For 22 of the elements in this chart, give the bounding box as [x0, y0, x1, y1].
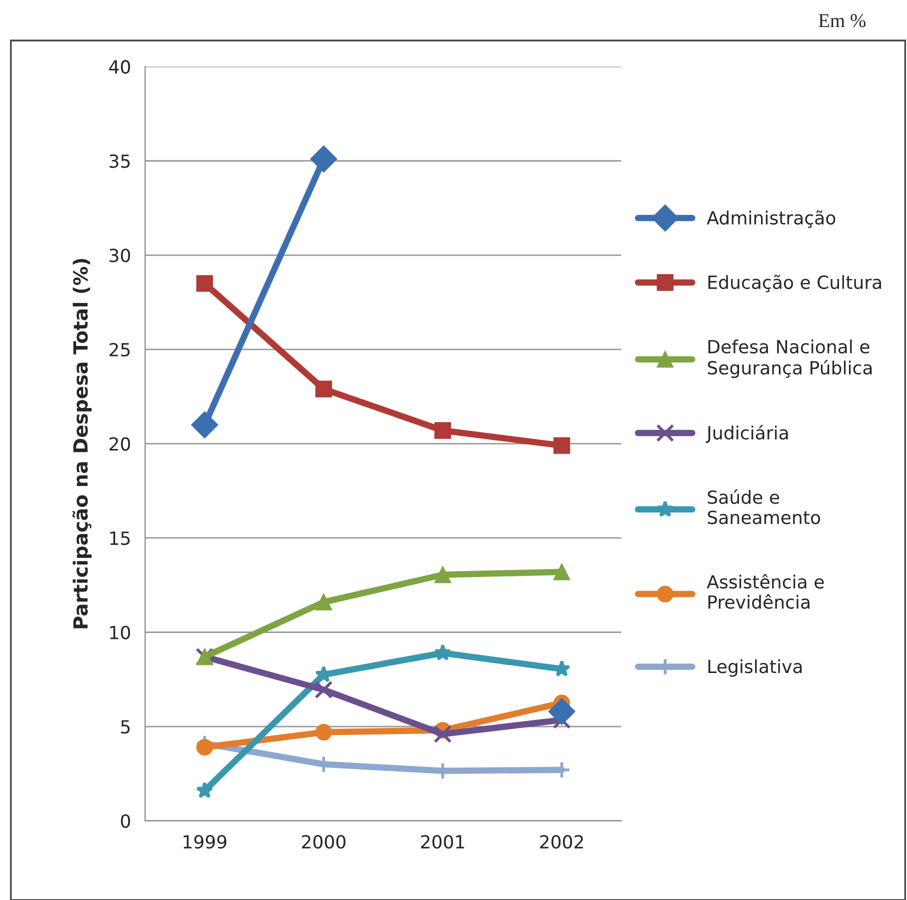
- x-tick-label: 2000: [302, 835, 346, 849]
- x-tick-label: 2001: [421, 835, 464, 849]
- y-tick-label: 35: [110, 154, 130, 168]
- x-tick-label: 1999: [184, 835, 226, 849]
- y-axis-title: Participação na Despesa Total (%): [72, 258, 92, 628]
- y-tick-label: 40: [109, 60, 130, 74]
- legend-label: Administração: [706, 210, 836, 228]
- x-tick-label: 2002: [540, 835, 583, 849]
- legend-label: Saúde e Saneamento: [708, 489, 820, 524]
- legend-label: Educação e Cultura: [708, 274, 882, 292]
- y-tick-label: 30: [110, 248, 130, 262]
- y-tick-label: 20: [110, 437, 130, 451]
- legend-label: Legislativa: [708, 659, 802, 677]
- y-tick-label: 25: [110, 342, 130, 357]
- legend-label: Assistência e Previdência: [706, 574, 824, 609]
- y-tick-label: 0: [120, 814, 130, 828]
- text: Em %: [818, 14, 866, 28]
- y-tick-label: 5: [121, 720, 130, 734]
- legend-label: Judiciária: [706, 424, 788, 443]
- y-tick-label: 15: [110, 532, 130, 546]
- y-tick-label: 10: [110, 626, 130, 640]
- legend-label: Defesa Nacional e Segurança Pública: [708, 340, 872, 378]
